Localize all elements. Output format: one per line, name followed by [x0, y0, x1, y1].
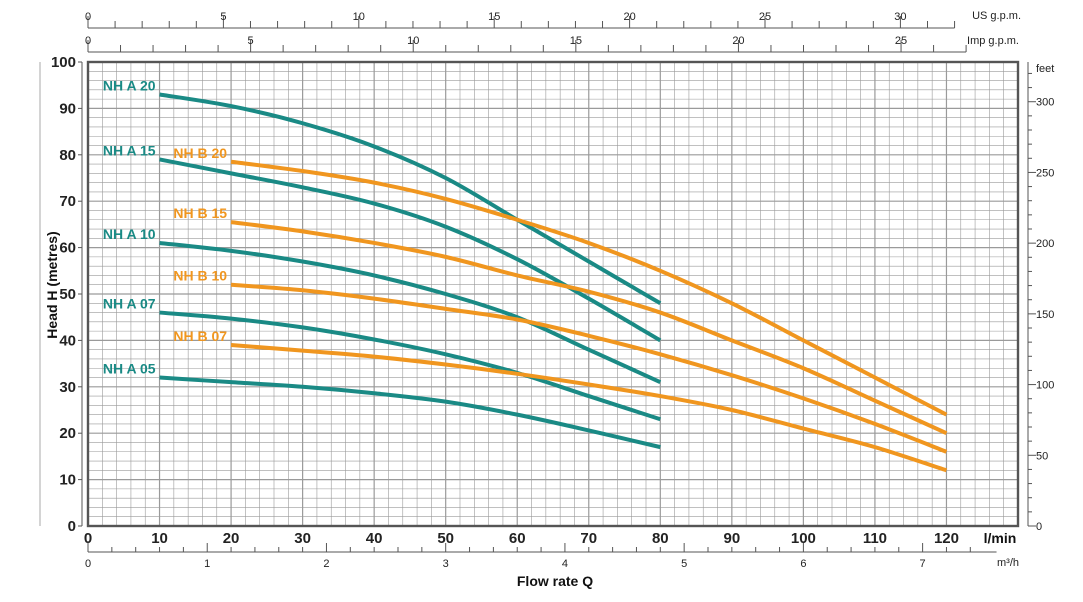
series-lines: NH A 20 NH A 15 NH A 10 NH A 07 NH A 05 NH B …: [103, 77, 948, 473]
right-tick-label: 100: [1036, 380, 1054, 392]
m3h-tick-label: 4: [562, 558, 568, 570]
series-line-nh-b-10: [230, 282, 948, 454]
y-tick-label: 100: [51, 54, 76, 71]
y-tick-label: 60: [59, 240, 76, 257]
right-tick-label: 0: [1036, 521, 1042, 533]
top-tick-label: 25: [895, 35, 907, 47]
y-tick-label: 80: [59, 147, 76, 164]
y-tick-label: 50: [59, 286, 76, 303]
top-axis-us-unit: US g.p.m.: [972, 10, 1021, 22]
x-tick-label: 50: [437, 530, 454, 547]
right-tick-label: 150: [1036, 309, 1054, 321]
y-tick-label: 40: [59, 332, 76, 349]
series-label-nh-b-07: NH B 07: [173, 328, 227, 344]
top-tick-label: 15: [488, 11, 500, 23]
series-label-nh-b-10: NH B 10: [173, 268, 227, 284]
y-axis-label: Head H (metres): [44, 231, 60, 338]
chart-grid: [87, 61, 1019, 527]
series-label-nh-a-05: NH A 05: [103, 361, 156, 377]
series-label-nh-b-15: NH B 15: [173, 205, 227, 221]
x-tick-label: 60: [509, 530, 526, 547]
y-tick-label: 10: [59, 472, 76, 489]
x-tick-label: 20: [223, 530, 240, 547]
x-tick-label: 80: [652, 530, 669, 547]
x-tick-label: 10: [151, 530, 168, 547]
right-tick-label: 50: [1036, 450, 1048, 462]
top-tick-label: 0: [85, 35, 91, 47]
top-tick-label: 5: [248, 35, 254, 47]
series-line-nh-a-10: [159, 240, 662, 384]
series-label-nh-b-20: NH B 20: [173, 145, 227, 161]
top-tick-label: 15: [570, 35, 582, 47]
y-tick-label: 90: [59, 100, 76, 117]
series-line-nh-a-05: [159, 375, 661, 450]
top-tick-label: 0: [85, 11, 91, 23]
top-tick-label: 10: [353, 11, 365, 23]
series-line-nh-a-15: [159, 157, 662, 343]
x-tick-label: 0: [84, 530, 92, 547]
right-tick-label: 200: [1036, 238, 1054, 250]
top-tick-label: 30: [894, 11, 906, 23]
series-label-nh-a-20: NH A 20: [103, 77, 156, 93]
right-axis-unit: feet: [1036, 63, 1054, 75]
bottom-axis-m3h-unit: m³/h: [997, 557, 1019, 569]
right-tick-label: 250: [1036, 167, 1054, 179]
series-label-nh-a-07: NH A 07: [103, 296, 156, 312]
series-label-nh-a-15: NH A 15: [103, 142, 156, 158]
m3h-tick-label: 3: [443, 558, 449, 570]
m3h-tick-label: 6: [800, 558, 806, 570]
series-line-nh-b-20: [230, 159, 948, 417]
top-tick-label: 25: [759, 11, 771, 23]
y-tick-label: 30: [59, 379, 76, 396]
top-tick-label: 5: [220, 11, 226, 23]
x-tick-label: 90: [724, 530, 741, 547]
y-tick-label: 20: [59, 425, 76, 442]
x-tick-label: 120: [934, 530, 959, 547]
x-tick-label: 30: [294, 530, 311, 547]
series-line-nh-a-20: [159, 92, 662, 306]
right-tick-label: 300: [1036, 97, 1054, 109]
x-axis-unit: l/min: [984, 530, 1017, 546]
plot-frame: [86, 60, 1020, 528]
m3h-tick-label: 7: [920, 558, 926, 570]
x-axis-label: Flow rate Q: [517, 573, 593, 589]
series-line-nh-a-07: [159, 310, 661, 422]
m3h-tick-label: 1: [204, 558, 210, 570]
y-tick-label: 0: [68, 518, 76, 535]
series-line-nh-b-07: [230, 343, 948, 473]
x-tick-label: 40: [366, 530, 383, 547]
series-line-nh-b-15: [230, 220, 948, 436]
top-axis-imp-unit: Imp g.p.m.: [967, 35, 1019, 47]
top-tick-label: 20: [623, 11, 635, 23]
x-tick-label: 100: [791, 530, 816, 547]
y-tick-label: 70: [59, 193, 76, 210]
top-tick-label: 20: [732, 35, 744, 47]
x-tick-label: 70: [580, 530, 597, 547]
m3h-tick-label: 0: [85, 558, 91, 570]
plot-border: [86, 60, 1020, 528]
m3h-tick-label: 2: [323, 558, 329, 570]
top-tick-label: 10: [407, 35, 419, 47]
series-label-nh-a-10: NH A 10: [103, 226, 156, 242]
x-tick-label: 110: [863, 530, 887, 547]
m3h-tick-label: 5: [681, 558, 687, 570]
